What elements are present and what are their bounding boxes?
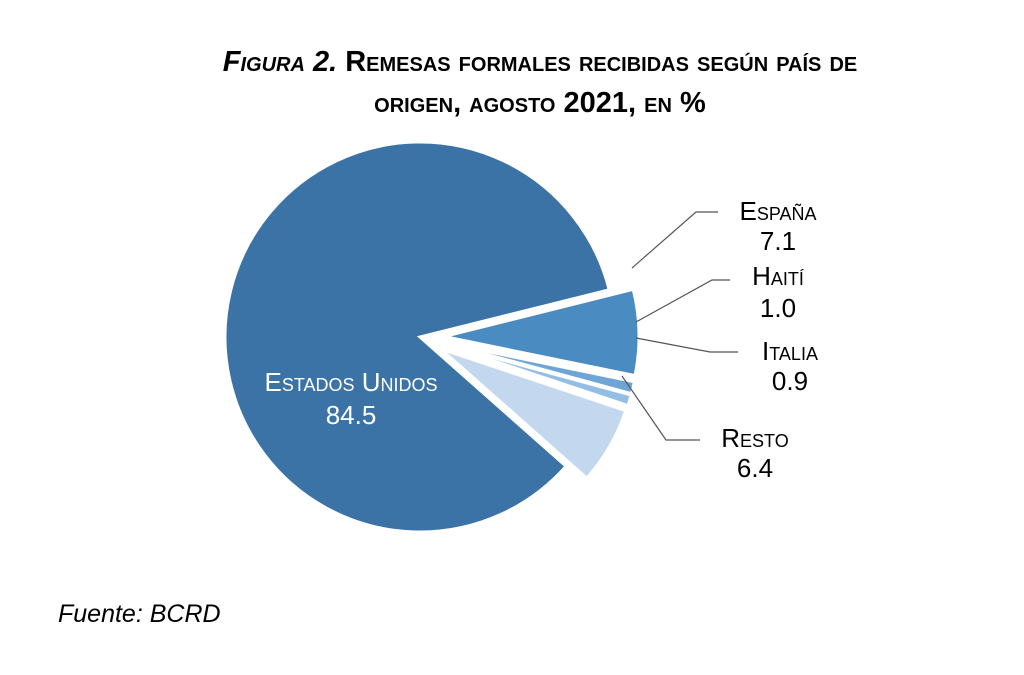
slice-value: 6.4 [737, 453, 773, 483]
leader-line [621, 375, 700, 441]
leader-line [631, 211, 718, 269]
pie-slices [223, 140, 641, 534]
leader-line [635, 279, 730, 323]
pie-slice-resto [439, 347, 628, 481]
slice-label: Resto [721, 423, 788, 453]
figure-number: Figura 2. [222, 46, 338, 78]
slice-label: Haití [752, 261, 804, 291]
pie-slice-estados-unidos [223, 140, 612, 534]
slice-value: 1.0 [760, 293, 796, 323]
pie-slice-españa [443, 287, 641, 378]
source-note: Fuente: BCRD [58, 600, 221, 628]
slice-value: 7.1 [760, 226, 796, 256]
pie-slice-italia [442, 342, 634, 408]
chart-title-line-1: Figura 2. Remesas formales recibidas seg… [60, 44, 1020, 80]
slice-label: Italia [762, 336, 818, 366]
slice-value: 84.5 [326, 400, 377, 430]
leader-line [635, 337, 738, 353]
title-text-1: Remesas formales recibidas según país de [345, 46, 858, 78]
slice-label: Estados Unidos [264, 367, 437, 397]
leader-lines [621, 211, 738, 441]
chart-title-line-2: origen, agosto 2021, en % [374, 87, 706, 119]
slice-label: España [739, 196, 816, 226]
slice-value: 0.9 [772, 366, 808, 396]
